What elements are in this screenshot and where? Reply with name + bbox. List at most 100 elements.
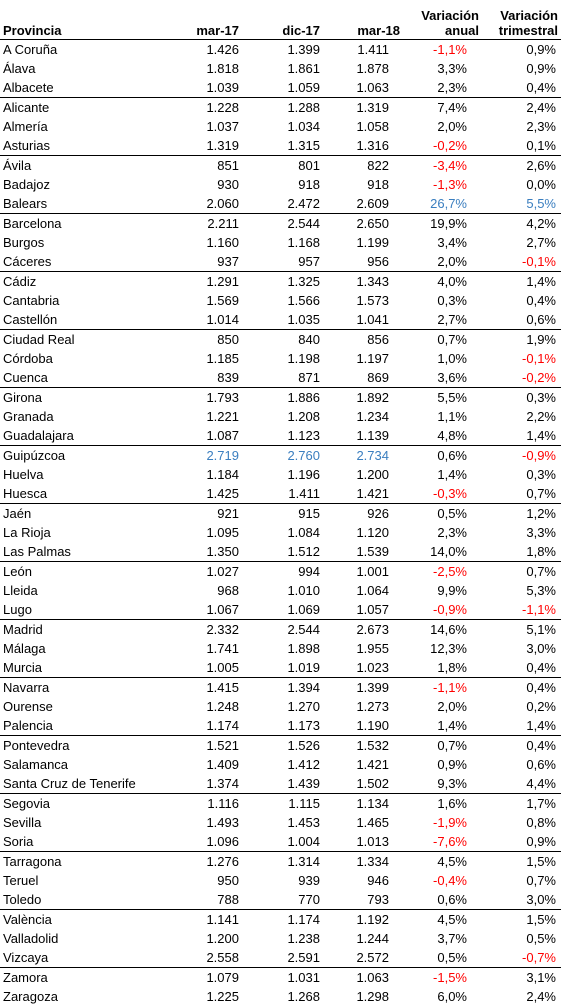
cell-provincia: Guadalajara [0,426,170,446]
cell-provincia: Burgos [0,233,170,252]
cell-mar17: 851 [170,156,242,176]
cell-dic17: 957 [242,252,323,272]
cell-provincia: La Rioja [0,523,170,542]
cell-dic17: 840 [242,330,323,350]
cell-mar18: 926 [323,504,403,524]
cell-variacion-anual: 0,6% [403,890,482,910]
cell-variacion-anual: 0,7% [403,330,482,350]
cell-variacion-anual: 1,6% [403,794,482,814]
cell-mar17: 1.248 [170,697,242,716]
cell-mar18: 1.421 [323,484,403,504]
cell-variacion-anual: -7,6% [403,832,482,852]
cell-mar17: 930 [170,175,242,194]
cell-mar17: 2.060 [170,194,242,214]
cell-dic17: 1.394 [242,678,323,698]
cell-dic17: 1.898 [242,639,323,658]
cell-mar18: 1.234 [323,407,403,426]
header-provincia: Provincia [0,0,170,40]
cell-provincia: Segovia [0,794,170,814]
cell-mar18: 1.273 [323,697,403,716]
cell-mar17: 1.569 [170,291,242,310]
cell-mar18: 1.532 [323,736,403,756]
cell-mar17: 1.291 [170,272,242,292]
cell-variacion-trimestral: -0,1% [482,349,561,368]
cell-variacion-anual: 26,7% [403,194,482,214]
cell-provincia: Balears [0,194,170,214]
cell-provincia: València [0,910,170,930]
cell-provincia: Zaragoza [0,987,170,1006]
cell-variacion-trimestral: 1,2% [482,504,561,524]
cell-mar18: 2.673 [323,620,403,640]
cell-variacion-anual: 2,0% [403,117,482,136]
cell-variacion-trimestral: 0,6% [482,310,561,330]
cell-mar18: 1.190 [323,716,403,736]
cell-mar17: 1.087 [170,426,242,446]
cell-dic17: 1.453 [242,813,323,832]
cell-mar18: 1.319 [323,98,403,118]
cell-mar18: 946 [323,871,403,890]
header-variacion-anual-line2: anual [445,23,479,38]
cell-variacion-trimestral: 0,6% [482,755,561,774]
cell-variacion-trimestral: 0,0% [482,175,561,194]
cell-provincia: Málaga [0,639,170,658]
cell-variacion-trimestral: 3,0% [482,890,561,910]
cell-mar18: 1.120 [323,523,403,542]
cell-variacion-anual: 4,0% [403,272,482,292]
cell-provincia: Asturias [0,136,170,156]
cell-variacion-anual: 2,0% [403,252,482,272]
cell-mar17: 1.079 [170,968,242,988]
cell-variacion-anual: -0,2% [403,136,482,156]
cell-mar18: 1.041 [323,310,403,330]
cell-variacion-trimestral: 2,6% [482,156,561,176]
cell-variacion-anual: 19,9% [403,214,482,234]
cell-dic17: 1.270 [242,697,323,716]
cell-variacion-anual: -0,9% [403,600,482,620]
cell-variacion-trimestral: 0,3% [482,465,561,484]
cell-variacion-anual: 3,6% [403,368,482,388]
cell-mar17: 1.200 [170,929,242,948]
cell-variacion-anual: -1,3% [403,175,482,194]
cell-dic17: 2.544 [242,214,323,234]
cell-variacion-anual: 0,6% [403,446,482,466]
cell-mar18: 1.539 [323,542,403,562]
cell-variacion-trimestral: 1,4% [482,716,561,736]
cell-provincia: Soria [0,832,170,852]
cell-provincia: Granada [0,407,170,426]
cell-dic17: 1.004 [242,832,323,852]
cell-dic17: 2.760 [242,446,323,466]
cell-mar17: 1.225 [170,987,242,1006]
cell-mar18: 1.200 [323,465,403,484]
cell-variacion-trimestral: 0,3% [482,388,561,408]
cell-dic17: 1.288 [242,98,323,118]
cell-variacion-trimestral: 0,9% [482,59,561,78]
cell-variacion-anual: 6,0% [403,987,482,1006]
cell-dic17: 1.526 [242,736,323,756]
cell-variacion-anual: 4,5% [403,910,482,930]
cell-dic17: 1.439 [242,774,323,794]
cell-variacion-trimestral: 3,3% [482,523,561,542]
header-dic17: dic-17 [242,0,323,40]
cell-provincia: Pontevedra [0,736,170,756]
cell-provincia: Ávila [0,156,170,176]
cell-mar17: 1.415 [170,678,242,698]
cell-variacion-anual: 12,3% [403,639,482,658]
cell-mar18: 1.057 [323,600,403,620]
